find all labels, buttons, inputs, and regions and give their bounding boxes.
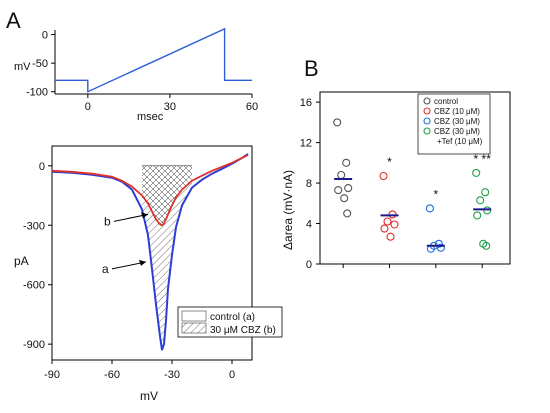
scatter-y-tick-label: 12 (300, 138, 312, 150)
scatter-point (436, 243, 445, 252)
scatter-point (380, 224, 389, 233)
scatter-point (340, 194, 349, 203)
ramp-legend-control: control (a) (210, 312, 255, 323)
protocol-trace (55, 27, 252, 93)
scatter-y-tick-label: 0 (306, 259, 312, 271)
scatter-point (344, 184, 353, 193)
scatter-point (333, 118, 342, 127)
scatter-point (483, 206, 492, 215)
panel-label-b: B (304, 56, 319, 81)
scatter-point (482, 241, 491, 250)
ramp-y-tick-label: -300 (23, 220, 45, 232)
scatter-y-tick-label: 16 (300, 97, 312, 109)
protocol-y-tick-label: -50 (32, 58, 48, 70)
protocol-y-tick-label: 0 (42, 30, 48, 42)
scatter-legend-marker (423, 107, 431, 115)
voltage-protocol-chart: mV msec 0 30 60 0 -50 -100 (14, 27, 258, 123)
ramp-legend-cbz: 30 μM CBZ (b) (210, 325, 276, 336)
scatter-point (481, 188, 490, 197)
protocol-y-tick-label: -100 (26, 87, 48, 99)
scatter-legend-label: +Tef (10 μM) (437, 137, 483, 146)
ramp-annotation-b: b (104, 214, 111, 228)
significance-marker: * (434, 187, 439, 201)
scatter-y-tick-label: 8 (306, 178, 312, 190)
scatter-point (379, 171, 388, 181)
protocol-x-tick-label: 60 (246, 101, 258, 113)
significance-marker: * (387, 155, 392, 169)
ramp-area-cbz (142, 165, 192, 226)
protocol-x-label: msec (137, 111, 164, 123)
protocol-x-tick-label: 0 (85, 101, 91, 113)
scatter-point (386, 232, 395, 241)
scatter-point (472, 168, 481, 177)
scatter-point (334, 186, 343, 195)
ramp-plot-frame (51, 145, 253, 361)
protocol-y-label: mV (14, 61, 31, 73)
ramp-x-tick-label: -60 (104, 369, 120, 381)
legend-swatch-control (181, 310, 207, 322)
scatter-y-label: Δarea (mV·nA) (281, 170, 295, 250)
scatter-legend-label: CBZ (10 μM) (434, 107, 480, 116)
scatter-point (342, 158, 351, 167)
scatter-plot-frame (319, 91, 511, 265)
scatter-point (343, 209, 352, 218)
scatter-legend-box (417, 93, 491, 155)
ramp-x-label: mV (140, 389, 158, 403)
ramp-annotation-a: a (102, 262, 109, 276)
legend-swatch-cbz (181, 322, 207, 334)
ramp-annotation-arrowhead (139, 259, 146, 266)
scatter-point (434, 239, 443, 248)
scatter-point (383, 217, 392, 226)
ramp-y-label: pA (14, 254, 29, 268)
scatter-legend-marker (423, 117, 431, 125)
ramp-annotation-arrowhead (141, 212, 148, 219)
scatter-point (473, 211, 482, 220)
scatter-legend-label: CBZ (30 μM) (434, 127, 480, 136)
scatter-y-tick-label: 4 (306, 219, 312, 231)
scatter-legend-label: CBZ (30 μM) (434, 117, 480, 126)
scatter-legend-marker (423, 97, 431, 105)
scatter-point (388, 210, 397, 219)
ramp-x-tick-label: -90 (44, 369, 60, 381)
scatter-legend-label: control (434, 97, 458, 106)
ramp-y-tick-label: -900 (23, 339, 45, 351)
panel-label-a: A (6, 8, 21, 33)
protocol-x-tick-label: 30 (164, 101, 176, 113)
ramp-legend: control (a) 30 μM CBZ (b) (177, 306, 283, 338)
scatter-point (337, 170, 346, 180)
ramp-trace-cbz (51, 154, 249, 227)
ramp-y-tick-label: -600 (23, 280, 45, 292)
ramp-area-difference (142, 180, 192, 351)
ramp-y-tick-label: 0 (39, 161, 45, 173)
scatter-point (425, 204, 434, 213)
scatter-point (476, 196, 485, 205)
scatter-point (390, 220, 399, 229)
ramp-x-tick-label: -30 (164, 369, 180, 381)
ramp-x-tick-label: 0 (229, 369, 235, 381)
scatter-legend-marker (423, 127, 431, 135)
significance-marker: * ** (474, 152, 492, 166)
